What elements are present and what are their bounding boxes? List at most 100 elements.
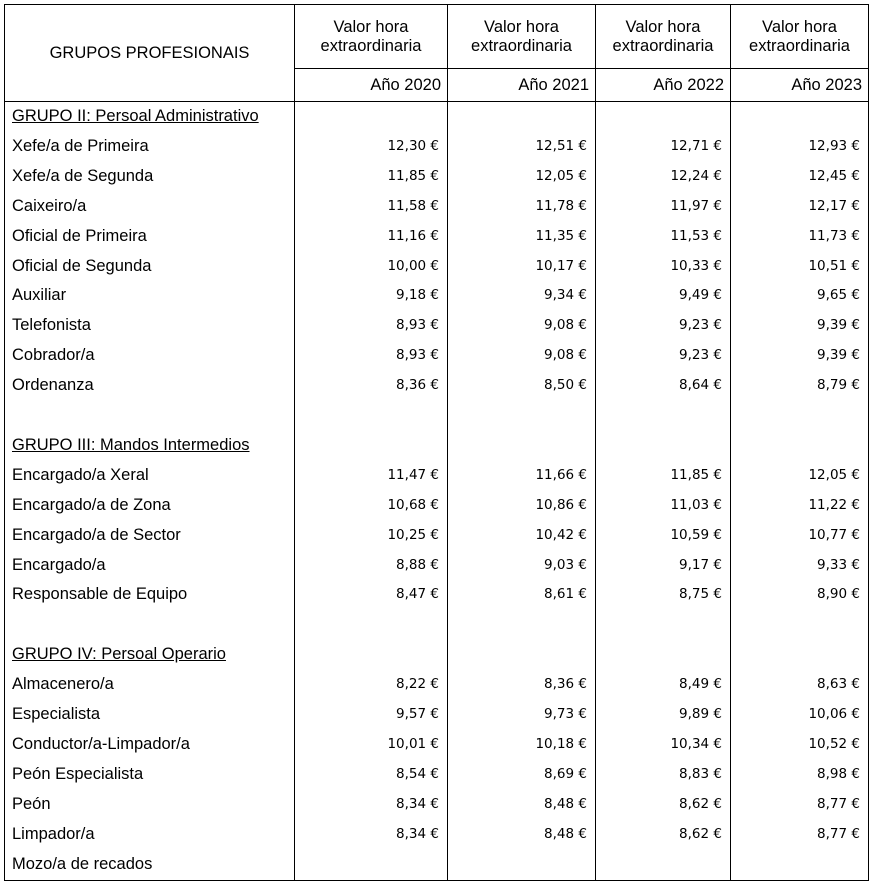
column-header-line1: Valor hora	[625, 17, 701, 36]
table-row: Caixeiro/a 11,58 €11,78 €11,97 €12,17 €	[4, 191, 869, 222]
table-row: Encargado/a de Sector 10,25 €10,42 €10,59…	[4, 520, 869, 551]
group-row: GRUPO III: Mandos Intermedios	[4, 430, 869, 461]
value-cell: 8,62 €	[595, 819, 731, 850]
column-header-line1: Valor hora	[762, 17, 837, 36]
value-cell: 11,58 €	[294, 191, 448, 222]
value-cell	[595, 401, 731, 431]
row-label: Caixeiro/a	[4, 191, 295, 222]
value-cell: 10,77 €	[730, 520, 869, 551]
table-row: Encargado/a de Zona 10,68 €10,86 €11,03 €…	[4, 490, 869, 521]
table-row: Encargado/a Xeral 11,47 €11,66 €11,85 €12…	[4, 460, 869, 491]
value-cell	[730, 640, 869, 671]
value-cell: 8,49 €	[595, 670, 731, 701]
spacer-cell	[4, 401, 295, 431]
value-cell: 9,23 €	[595, 311, 731, 342]
table-row: Cobrador/a 8,93 €9,08 €9,23 €9,39 €	[4, 341, 869, 372]
table-row: Peón Especialista 8,54 €8,69 €8,83 €8,98 …	[4, 759, 869, 790]
value-cell: 12,24 €	[595, 161, 731, 192]
value-cell: 10,06 €	[730, 700, 869, 730]
group-label: GRUPO III: Mandos Intermedios	[4, 430, 295, 461]
row-label: Mozo/a de recados	[4, 849, 295, 881]
table-row: Responsable de Equipo 8,47 €8,61 €8,75 €8…	[4, 580, 869, 611]
value-cell: 9,65 €	[730, 281, 869, 312]
year-row: Año 2020 Año 2021 Año 2022 Año 2023	[5, 68, 869, 102]
table-row: Oficial de Primeira 11,16 €11,35 €11,53 €…	[4, 221, 869, 252]
value-cell: 12,51 €	[447, 131, 596, 162]
value-cell: 9,57 €	[294, 700, 448, 730]
value-cell: 10,42 €	[447, 520, 596, 551]
value-cell	[730, 430, 869, 461]
row-label: Ordenanza	[4, 371, 295, 402]
value-cell: 9,23 €	[595, 341, 731, 372]
value-cell	[294, 101, 448, 132]
value-cell: 8,93 €	[294, 341, 448, 372]
value-cell	[595, 430, 731, 461]
value-cell: 9,17 €	[595, 550, 731, 581]
value-cell: 9,89 €	[595, 700, 731, 730]
row-label: Peón Especialista	[4, 759, 295, 790]
value-cell	[447, 849, 596, 881]
value-cell	[294, 849, 448, 881]
table-row: Mozo/a de recados	[4, 849, 869, 881]
column-header-line2: extraordinaria	[612, 36, 714, 55]
group-row: GRUPO II: Persoal Administrativo	[4, 101, 869, 132]
group-label: GRUPO IV: Persoal Operario	[4, 640, 295, 671]
column-header-2021: Valor hora extraordinaria	[447, 4, 596, 69]
value-cell	[730, 849, 869, 881]
value-cell: 8,61 €	[447, 580, 596, 611]
table-row: Encargado/a 8,88 €9,03 €9,17 €9,33 €	[4, 550, 869, 581]
value-cell	[595, 849, 731, 881]
value-cell: 10,01 €	[294, 730, 448, 760]
value-cell: 11,85 €	[595, 460, 731, 491]
value-cell: 8,90 €	[730, 580, 869, 611]
table-row: Limpador/a 8,34 €8,48 €8,62 €8,77 €	[4, 819, 869, 850]
value-cell: 8,48 €	[447, 789, 596, 820]
value-cell: 10,18 €	[447, 730, 596, 760]
value-cell: 8,79 €	[730, 371, 869, 402]
group-label: GRUPO II: Persoal Administrativo	[4, 101, 295, 132]
value-cell: 9,33 €	[730, 550, 869, 581]
column-header-line2: extraordinaria	[320, 36, 422, 55]
value-cell	[595, 640, 731, 671]
value-cell: 8,34 €	[294, 789, 448, 820]
value-cell	[730, 610, 869, 641]
year-header-2022: Año 2022	[595, 68, 731, 102]
value-cell: 8,77 €	[730, 789, 869, 820]
value-cell: 8,36 €	[447, 670, 596, 701]
value-cell: 8,36 €	[294, 371, 448, 402]
column-header-line1: Valor hora	[484, 17, 559, 36]
row-label: Cobrador/a	[4, 341, 295, 372]
value-cell: 10,25 €	[294, 520, 448, 551]
value-cell: 8,48 €	[447, 819, 596, 850]
value-cell: 8,22 €	[294, 670, 448, 701]
table-row: Almacenero/a 8,22 €8,36 €8,49 €8,63 €	[4, 670, 869, 701]
value-cell: 10,17 €	[447, 251, 596, 282]
group-row: GRUPO IV: Persoal Operario	[4, 640, 869, 671]
year-header-2021: Año 2021	[447, 68, 596, 102]
column-header-2022: Valor hora extraordinaria	[595, 4, 731, 69]
value-cell: 12,45 €	[730, 161, 869, 192]
value-cell: 8,62 €	[595, 789, 731, 820]
value-cell: 11,66 €	[447, 460, 596, 491]
header-row: GRUPOS PROFESIONAIS Valor hora extraordi…	[4, 4, 869, 102]
spacer-cell	[4, 610, 295, 641]
value-cell	[730, 101, 869, 132]
value-cell: 11,35 €	[447, 221, 596, 252]
value-cell: 12,05 €	[730, 460, 869, 491]
value-cell: 11,78 €	[447, 191, 596, 222]
row-label: Oficial de Segunda	[4, 251, 295, 282]
value-cell: 11,97 €	[595, 191, 731, 222]
value-cell: 8,77 €	[730, 819, 869, 850]
value-cell: 10,51 €	[730, 251, 869, 282]
value-cell	[447, 610, 596, 641]
value-cell: 8,83 €	[595, 759, 731, 790]
row-label: Encargado/a Xeral	[4, 460, 295, 491]
table-row: Xefe/a de Segunda 11,85 €12,05 €12,24 €12…	[4, 161, 869, 192]
column-header-line2: extraordinaria	[749, 36, 850, 55]
spacer-row	[4, 401, 869, 431]
value-cell: 9,08 €	[447, 311, 596, 342]
value-cell: 8,47 €	[294, 580, 448, 611]
value-cell	[294, 430, 448, 461]
value-cell: 11,53 €	[595, 221, 731, 252]
value-cell	[595, 610, 731, 641]
